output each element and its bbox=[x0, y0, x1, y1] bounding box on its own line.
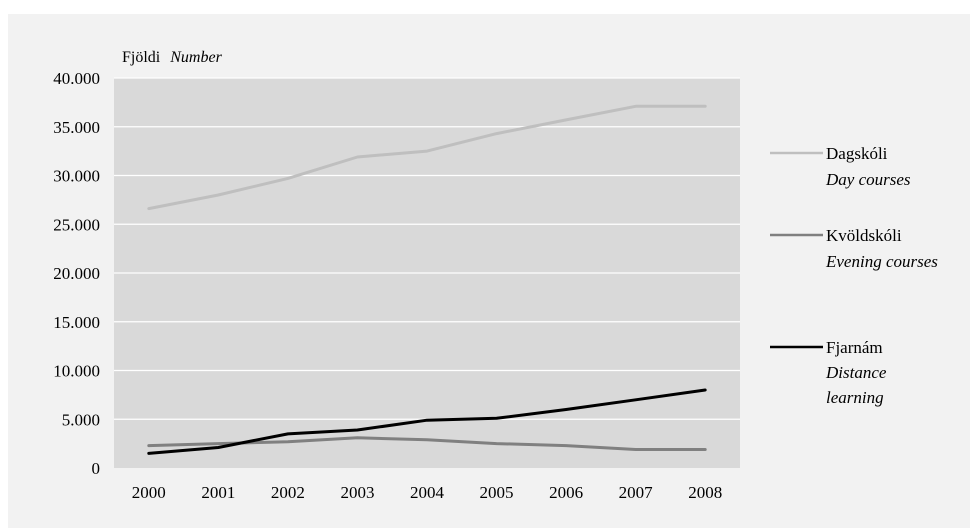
y-tick-label: 40.000 bbox=[53, 69, 100, 88]
legend-item: Kvöldskóli Evening courses bbox=[770, 226, 938, 271]
y-tick-label: 20.000 bbox=[53, 264, 100, 283]
x-tick-label: 2001 bbox=[201, 483, 235, 502]
x-tick-label: 2004 bbox=[410, 483, 445, 502]
series-lines bbox=[147, 104, 707, 455]
y-tick-label: 30.000 bbox=[53, 167, 100, 186]
legend-label: Fjarnám bbox=[826, 338, 883, 357]
y-axis-tick-labels: 0 5.000 10.000 15.000 20.000 25.000 30.000 35.0… bbox=[53, 69, 100, 478]
legend: Dagskóli Day courses Kvöldskóli Evening cou… bbox=[770, 144, 938, 407]
legend-sublabel: Evening courses bbox=[825, 252, 938, 271]
legend-item: Fjarnám Distance learning bbox=[770, 338, 887, 407]
x-axis-tick-labels: 2000 2001 2002 2003 2004 2005 2006 2007 2008 bbox=[132, 483, 722, 502]
legend-sublabel: Distance bbox=[825, 363, 887, 382]
x-tick-label: 2002 bbox=[271, 483, 305, 502]
legend-item: Dagskóli Day courses bbox=[770, 144, 911, 189]
x-tick-label: 2000 bbox=[132, 483, 166, 502]
series-line bbox=[147, 388, 707, 455]
x-tick-label: 2006 bbox=[549, 483, 583, 502]
y-tick-label: 35.000 bbox=[53, 118, 100, 137]
x-tick-label: 2005 bbox=[480, 483, 514, 502]
y-tick-label: 5.000 bbox=[62, 410, 100, 429]
legend-sublabel: Day courses bbox=[825, 170, 911, 189]
y-axis-label-sub: Number bbox=[169, 49, 222, 66]
y-tick-label: 15.000 bbox=[53, 313, 100, 332]
y-tick-label: 25.000 bbox=[53, 215, 100, 234]
x-tick-label: 2003 bbox=[340, 483, 374, 502]
line-chart: 0 5.000 10.000 15.000 20.000 25.000 30.000 35.0… bbox=[53, 49, 938, 502]
chart-frame: 0 5.000 10.000 15.000 20.000 25.000 30.000 35.0… bbox=[8, 14, 970, 528]
legend-label: Dagskóli bbox=[826, 144, 888, 163]
y-tick-label: 0 bbox=[92, 459, 101, 478]
gridlines bbox=[114, 77, 740, 420]
x-tick-label: 2008 bbox=[688, 483, 722, 502]
y-axis-label-main: Fjöldi bbox=[122, 49, 161, 66]
y-axis-label: Fjöldi Number bbox=[122, 49, 223, 66]
x-tick-label: 2007 bbox=[619, 483, 654, 502]
legend-sublabel: learning bbox=[826, 388, 884, 407]
series-line bbox=[147, 104, 707, 211]
y-tick-label: 10.000 bbox=[53, 362, 100, 381]
legend-label: Kvöldskóli bbox=[826, 226, 902, 245]
